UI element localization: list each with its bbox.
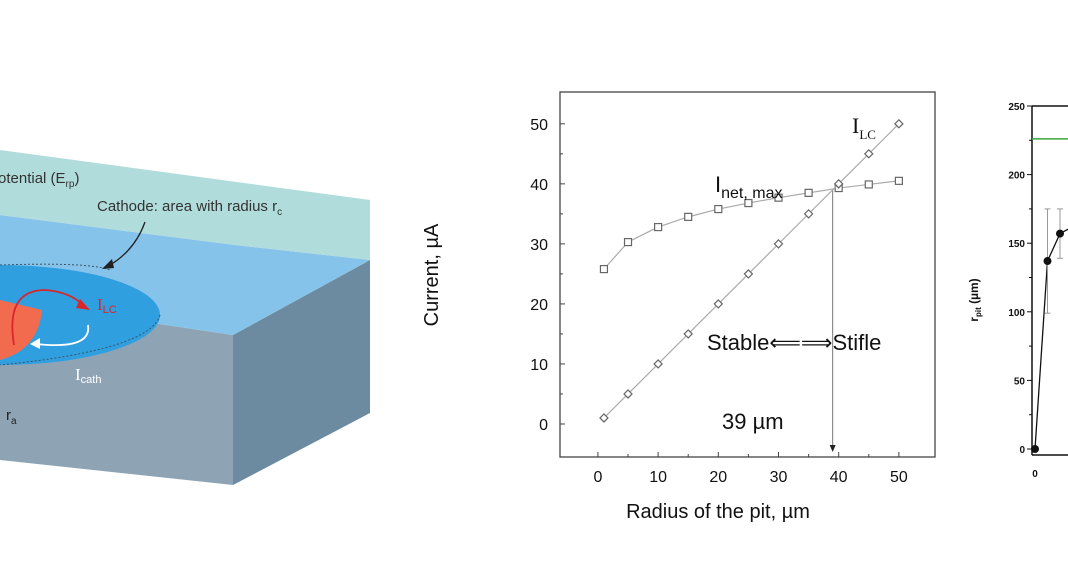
inet-max-point — [684, 212, 693, 221]
pit-hemisphere — [0, 300, 42, 360]
rpit-y-label: rpit (µm) — [967, 278, 983, 321]
ilc-point — [623, 389, 633, 399]
stable-stifle-annotation: Stable⟸⟹Stifle — [707, 330, 881, 355]
x-tick-label: 10 — [649, 469, 667, 486]
rpit-point — [1031, 445, 1039, 453]
inet-max-point — [599, 264, 609, 274]
y-tick-label: 40 — [530, 177, 548, 194]
x-tick-label: 30 — [770, 469, 788, 486]
y-tick-label: 250 — [1008, 102, 1025, 113]
inet-max-point — [744, 198, 753, 208]
ilc-legend: ILC — [852, 113, 876, 142]
inet-max-point — [864, 180, 873, 189]
ilc-point — [599, 413, 609, 423]
ilc-point — [743, 269, 754, 279]
y-tick-label: 0 — [539, 417, 548, 434]
plot-frame — [559, 91, 936, 458]
cathode-pointer-arrow — [109, 221, 146, 266]
inet-max-point — [894, 176, 903, 185]
ilc-arrowhead — [76, 299, 90, 310]
y-tick-label: 50 — [530, 117, 548, 134]
x-axis-label: Radius of the pit, µm — [626, 501, 810, 523]
potential-label: otential (Erp) — [0, 170, 79, 190]
icath-arrow — [35, 324, 90, 347]
current-vs-radius-chart: 0 10 20 30 40 50 0 10 20 30 40 50 Inet, max ILC Sta… — [421, 91, 936, 523]
rpit-chart: 0 50 100 150 200 250 0 rpit (µm) — [967, 102, 1068, 480]
inet-max-point — [654, 222, 663, 232]
ilc-point — [653, 359, 663, 369]
y-tick-label: 20 — [530, 297, 548, 314]
electrolyte-top-plate — [0, 150, 370, 260]
rpit-point — [1043, 257, 1052, 266]
y-axis-label: Current, µA — [421, 223, 443, 326]
cathode-label: Cathode: area with radius rc — [97, 198, 282, 218]
y-tick-label: 10 — [530, 357, 548, 374]
cathode-boundary-dashed — [0, 314, 161, 366]
x-tick-label: 40 — [830, 469, 848, 486]
ilc-point — [773, 239, 784, 249]
x-tick-label: 0 — [1032, 469, 1038, 480]
ilc-point — [833, 179, 844, 189]
icath-label: Icath — [75, 365, 101, 386]
ilc-point — [713, 299, 724, 309]
ilc-point — [683, 329, 694, 339]
y-tick-label: 50 — [1014, 376, 1026, 387]
rpit-line — [1034, 228, 1068, 450]
x-tick-label: 20 — [709, 469, 727, 486]
pit-diagram: otential (Erp) Cathode: area with radius… — [0, 150, 370, 485]
series-line-ilc — [603, 123, 900, 419]
rpit-point — [1056, 229, 1064, 238]
y-tick-label: 30 — [530, 237, 548, 254]
icath-arrowhead — [30, 338, 40, 349]
y-tick-label: 0 — [1019, 445, 1025, 456]
y-tick-label: 200 — [1008, 171, 1025, 182]
ilc-point — [863, 148, 874, 159]
ilc-arrow — [11, 289, 84, 346]
x-tick-label: 50 — [890, 469, 908, 486]
x-tick-label: 0 — [593, 469, 602, 486]
inet-max-point — [774, 193, 783, 202]
ra-label: ra — [6, 407, 17, 427]
y-tick-label: 100 — [1008, 308, 1025, 319]
ilc-label: ILC — [97, 295, 117, 316]
inet-max-legend: Inet, max — [715, 172, 782, 202]
inet-max-point — [623, 237, 633, 247]
y-tick-label: 150 — [1008, 239, 1025, 250]
inet-max-point — [714, 204, 723, 214]
ilc-point — [803, 209, 814, 219]
inet-max-point — [804, 188, 813, 197]
crossover-annotation: 39 µm — [722, 409, 784, 434]
crossover-arrowhead — [829, 445, 836, 452]
cathode-pointer-arrowhead — [102, 259, 114, 269]
ilc-point — [894, 118, 904, 129]
